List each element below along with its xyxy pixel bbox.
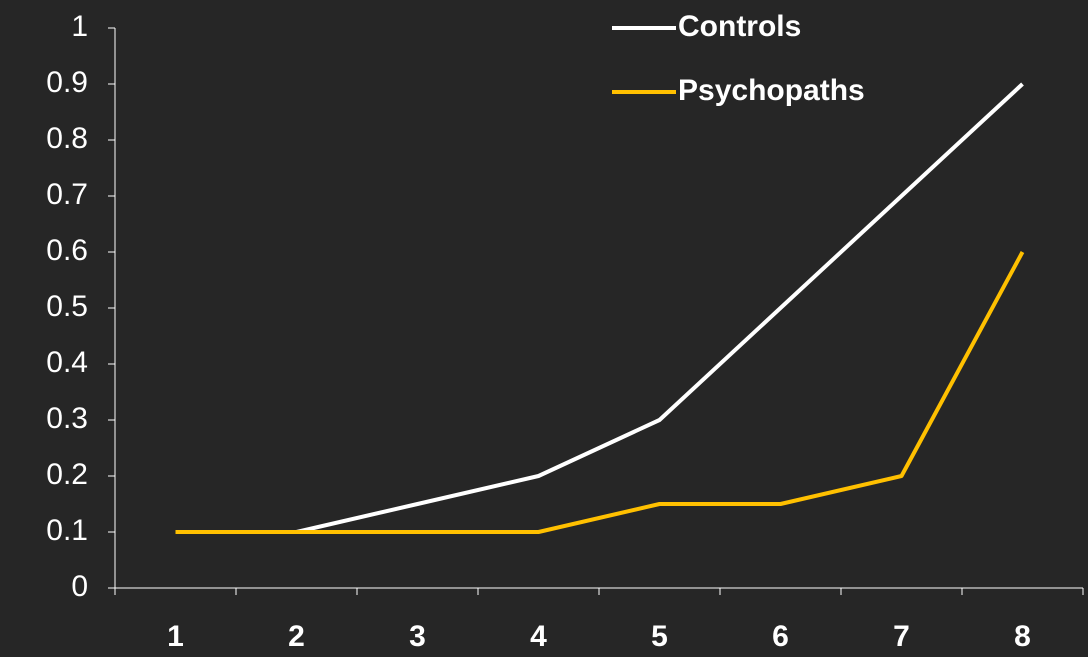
x-tick-label: 3	[409, 620, 426, 653]
series-line	[175, 251, 1025, 534]
y-tick-label: 0.1	[46, 514, 88, 547]
y-tick-label: 1	[71, 10, 88, 43]
y-tick-label: 0.4	[46, 346, 88, 379]
x-tick-label: 4	[530, 620, 547, 653]
x-tick-label: 5	[651, 620, 668, 653]
x-tick-label: 1	[167, 620, 184, 653]
x-tick-label: 6	[772, 620, 789, 653]
x-tick-label: 7	[893, 620, 910, 653]
y-tick-label: 0	[71, 570, 88, 603]
y-tick-label: 0.5	[46, 290, 88, 323]
y-tick-label: 0.3	[46, 402, 88, 435]
y-tick-label: 0.7	[46, 178, 88, 211]
x-tick-label: 2	[288, 620, 305, 653]
y-tick-label: 0.6	[46, 234, 88, 267]
series-line	[175, 82, 1024, 534]
y-tick-label: 0.8	[46, 122, 88, 155]
y-tick-label: 0.9	[46, 66, 88, 99]
legend-label: Controls	[678, 10, 801, 43]
y-tick-label: 0.2	[46, 458, 88, 491]
x-tick-label: 8	[1014, 620, 1031, 653]
legend-label: Psychopaths	[678, 74, 865, 107]
